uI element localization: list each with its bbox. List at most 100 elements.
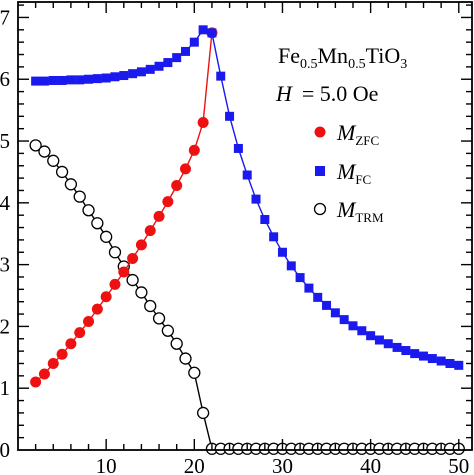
data-point-trm <box>29 139 42 152</box>
data-point-fc <box>39 76 49 86</box>
data-point-trm <box>170 337 183 350</box>
legend-label-zfc: MZFC <box>336 120 379 148</box>
data-point-zfc <box>65 338 77 350</box>
legend-label-trm-main: M <box>336 197 357 222</box>
y-tick-label: 0 <box>0 438 10 462</box>
data-point-fc <box>225 111 235 121</box>
data-point-trm <box>196 406 210 420</box>
legend-marker-fc <box>315 166 325 176</box>
title-subscript: 3 <box>400 57 407 72</box>
legend-entry-fc: MFC <box>315 159 371 187</box>
data-point-zfc <box>171 180 183 192</box>
y-tick-label: 3 <box>0 253 10 277</box>
data-point-trm <box>55 165 69 179</box>
legend: MZFC MFC MTRM <box>313 120 384 225</box>
data-point-fc <box>295 273 305 283</box>
data-point-fc <box>392 342 402 352</box>
y-tick-label: 4 <box>0 191 11 215</box>
title-subscript: 0.5 <box>348 57 366 72</box>
data-point-fc <box>233 143 243 153</box>
data-point-zfc <box>47 357 59 369</box>
title-field-line: H = 5.0 Oe <box>275 81 378 106</box>
data-point-fc <box>260 215 270 225</box>
legend-label-zfc-main: M <box>336 120 357 145</box>
data-point-zfc <box>127 252 139 264</box>
data-point-trm <box>100 230 113 243</box>
data-point-trm <box>126 273 139 287</box>
title-element: Fe <box>278 43 300 68</box>
data-point-fc <box>410 349 420 359</box>
data-point-trm <box>144 299 157 313</box>
data-point-fc <box>454 360 464 370</box>
y-tick-label: 2 <box>0 314 10 338</box>
series-fc <box>31 25 464 370</box>
data-point-fc <box>374 335 384 345</box>
data-point-zfc <box>38 368 50 380</box>
data-point-trm <box>82 204 95 217</box>
x-tick-label: 50 <box>448 454 469 475</box>
data-point-fc <box>180 46 190 56</box>
data-point-fc <box>207 28 217 38</box>
legend-marker-zfc <box>314 126 326 138</box>
field-value: = 5.0 Oe <box>302 81 379 106</box>
data-point-zfc <box>56 348 68 360</box>
data-point-trm <box>64 178 78 191</box>
data-point-fc <box>357 326 367 336</box>
data-point-zfc <box>30 376 42 388</box>
legend-label-trm-sub: TRM <box>355 210 384 225</box>
y-tick-label: 5 <box>0 129 10 153</box>
data-point-fc <box>216 71 226 81</box>
legend-label-fc-sub: FC <box>355 172 371 187</box>
series-trm <box>29 139 465 455</box>
data-point-fc <box>84 74 94 84</box>
data-point-trm <box>73 190 86 203</box>
data-point-zfc <box>197 116 209 128</box>
data-point-trm <box>179 352 192 365</box>
x-tick-label: 20 <box>184 454 205 475</box>
data-point-zfc <box>100 291 112 303</box>
legend-label-trm: MTRM <box>336 197 384 225</box>
data-point-fc <box>304 283 314 293</box>
data-point-zfc <box>109 278 121 290</box>
data-point-fc <box>339 315 349 325</box>
data-point-trm <box>91 217 104 230</box>
data-point-fc <box>110 72 120 82</box>
data-point-fc <box>75 75 85 85</box>
data-point-trm <box>188 366 201 379</box>
data-point-zfc <box>162 196 174 208</box>
data-point-fc <box>348 321 358 331</box>
data-point-zfc <box>144 225 156 237</box>
data-point-trm <box>47 154 60 167</box>
data-point-zfc <box>179 163 191 175</box>
legend-label-fc: MFC <box>336 159 371 187</box>
data-point-fc <box>269 232 279 242</box>
data-point-fc <box>189 37 199 47</box>
data-point-zfc <box>74 327 86 339</box>
x-tick-label: 40 <box>360 454 381 475</box>
data-point-zfc <box>83 315 95 327</box>
data-point-trm <box>135 286 148 299</box>
data-point-zfc <box>135 239 147 251</box>
data-point-fc <box>366 331 376 341</box>
data-point-fc <box>172 53 182 63</box>
data-point-fc <box>66 75 76 85</box>
data-point-fc <box>92 74 102 84</box>
data-point-fc <box>198 25 208 35</box>
data-point-fc <box>48 75 58 85</box>
data-point-fc <box>31 76 41 86</box>
data-point-fc <box>401 346 411 356</box>
data-point-fc <box>427 354 437 364</box>
data-point-fc <box>277 247 287 257</box>
data-point-zfc <box>91 303 103 315</box>
data-point-fc <box>313 292 323 302</box>
data-point-fc <box>163 58 173 68</box>
data-point-fc <box>251 194 261 204</box>
plot-frame <box>17 1 473 451</box>
legend-label-zfc-sub: ZFC <box>355 133 379 148</box>
data-point-trm <box>108 246 122 259</box>
data-point-fc <box>101 73 111 83</box>
y-tick-label: 7 <box>0 5 10 29</box>
legend-entry-zfc: MZFC <box>314 120 379 148</box>
